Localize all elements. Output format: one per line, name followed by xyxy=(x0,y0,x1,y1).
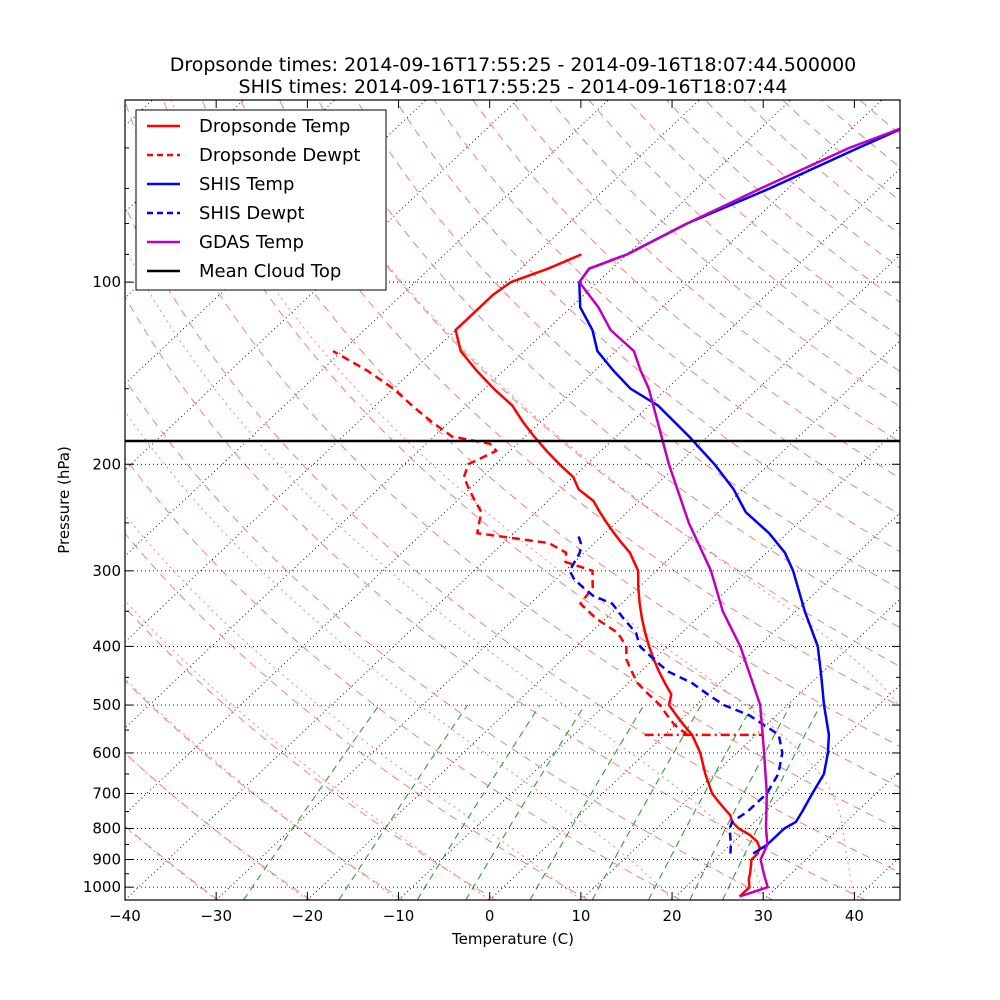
x-axis-label: Temperature (C) xyxy=(451,930,574,948)
series-gdas-temp xyxy=(578,127,900,898)
x-tick-label: −40 xyxy=(109,907,141,925)
series-shis-dewpt xyxy=(568,532,784,854)
y-tick-label: 600 xyxy=(92,744,121,762)
dry-adiabat-line xyxy=(433,100,900,516)
dry-adiabat-line xyxy=(356,100,900,590)
legend-label: SHIS Temp xyxy=(199,174,294,195)
y-tick-label: 200 xyxy=(92,455,121,473)
legend-label: SHIS Dewpt xyxy=(199,203,305,224)
mixing-ratio-line xyxy=(689,704,791,900)
x-tick-label: −30 xyxy=(200,907,232,925)
dry-adiabat-line xyxy=(395,100,900,553)
dry-adiabat-line xyxy=(588,100,900,373)
dry-adiabat-line xyxy=(549,100,900,408)
y-tick-label: 100 xyxy=(92,273,121,291)
series-layer xyxy=(332,127,900,898)
x-tick-label: −20 xyxy=(292,907,324,925)
y-tick-label: 900 xyxy=(92,850,121,868)
y-tick-label: 500 xyxy=(92,696,121,714)
mixing-ratio-line xyxy=(416,704,541,900)
x-axis-ticks: −40 −30 −20 −10 0 10 20 30 40 xyxy=(109,100,864,925)
chart-title-line1: Dropsonde times: 2014-09-16T17:55:25 - 2… xyxy=(170,54,857,76)
y-tick-label: 1000 xyxy=(83,878,121,896)
legend-label: Dropsonde Temp xyxy=(199,116,350,137)
x-tick-label: 30 xyxy=(754,907,773,925)
x-tick-label: 0 xyxy=(485,907,495,925)
dry-adiabat-line xyxy=(125,295,866,900)
x-tick-label: −10 xyxy=(383,907,415,925)
y-tick-label: 700 xyxy=(92,784,121,802)
plot-frame xyxy=(124,99,901,901)
legend-label: Mean Cloud Top xyxy=(199,261,341,282)
series-dropsonde-dewpt xyxy=(332,350,689,736)
y-tick-label: 800 xyxy=(92,820,121,838)
mixing-ratio-line xyxy=(465,704,586,900)
legend-label: GDAS Temp xyxy=(199,232,304,253)
dry-adiabat-line xyxy=(125,679,404,900)
dry-adiabat-line xyxy=(627,100,900,338)
legend-box xyxy=(135,109,387,291)
y-tick-label: 300 xyxy=(92,562,121,580)
mixing-ratio-line xyxy=(591,704,702,900)
dry-adiabat-line xyxy=(704,100,900,269)
moist-adiabat-line xyxy=(125,246,764,900)
moist-adiabat-line xyxy=(125,410,673,900)
series-dropsonde-temp xyxy=(454,253,761,898)
x-tick-label: 10 xyxy=(571,907,590,925)
legend-label: Dropsonde Dewpt xyxy=(199,145,360,166)
y-axis-ticks: 100 200 300 400 500 600 700 800 900 1000 xyxy=(83,147,900,901)
dry-adiabat-line xyxy=(511,100,900,443)
legend: Dropsonde Temp Dropsonde Dewpt SHIS Temp SH… xyxy=(135,109,387,291)
mixing-ratio-line xyxy=(338,704,469,900)
mixing-ratio-line xyxy=(529,704,645,900)
y-axis-label: Pressure (hPa) xyxy=(55,446,73,554)
dry-adiabat-line xyxy=(472,100,900,479)
dry-adiabat-line xyxy=(317,100,900,629)
chart-title-line2: SHIS times: 2014-09-16T17:55:25 - 2014-0… xyxy=(239,76,788,98)
dry-adiabat-line xyxy=(666,100,900,303)
mixing-ratio-line xyxy=(722,704,821,900)
dry-adiabat-line xyxy=(125,378,774,900)
dry-adiabat-line xyxy=(125,752,311,900)
dry-adiabat-line xyxy=(743,100,900,235)
mixing-ratio-line xyxy=(243,704,380,900)
dry-adiabat-line xyxy=(125,456,681,900)
y-tick-label: 400 xyxy=(92,637,121,655)
x-tick-label: 20 xyxy=(663,907,682,925)
x-tick-label: 40 xyxy=(845,907,864,925)
mixing-ratio-line xyxy=(648,704,754,900)
